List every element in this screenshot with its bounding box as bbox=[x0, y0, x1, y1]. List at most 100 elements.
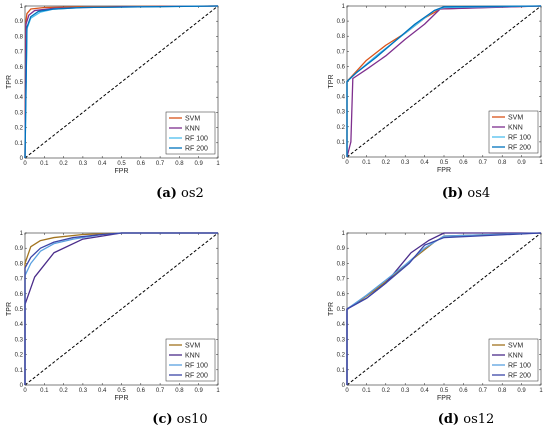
x-tick-label: 0.2 bbox=[59, 161, 68, 167]
legend-label: KNN bbox=[508, 125, 523, 132]
panel-caption: (a) os2 bbox=[156, 186, 204, 201]
y-tick-label: 0.1 bbox=[15, 141, 24, 147]
x-tick-label: 0 bbox=[23, 161, 27, 167]
legend-label: SVM bbox=[185, 343, 200, 350]
x-tick-label: 0.6 bbox=[459, 160, 468, 166]
caption-text: os12 bbox=[459, 412, 494, 427]
y-tick-label: 0.4 bbox=[337, 322, 346, 328]
legend: SVM KNN RF 100 RF 200 bbox=[165, 111, 216, 155]
y-tick-label: 0.9 bbox=[15, 246, 24, 252]
x-tick-label: 0.7 bbox=[156, 161, 165, 167]
x-tick-label: 0.5 bbox=[117, 388, 126, 394]
panel-caption: (d) os12 bbox=[438, 412, 495, 427]
x-tick-label: 0.4 bbox=[98, 388, 107, 394]
y-tick-label: 0.8 bbox=[337, 261, 346, 267]
y-tick-label: 0 bbox=[342, 383, 346, 389]
chart-panel-2: 0 0.1 0.2 0.3 0.4 0.5 0.6 0.7 0.8 0.9 1 0 0.1 0.2 0.3 0… bbox=[6, 231, 220, 427]
y-tick-label: 1 bbox=[342, 231, 346, 237]
legend-box bbox=[165, 111, 216, 155]
y-tick-label: 0.9 bbox=[337, 19, 346, 25]
y-tick-label: 0.6 bbox=[337, 292, 346, 298]
y-tick-label: 0.5 bbox=[15, 307, 24, 313]
y-tick-label: 0.9 bbox=[15, 19, 24, 25]
y-tick-label: 0.3 bbox=[337, 337, 346, 343]
x-axis-label: FPR bbox=[115, 168, 129, 175]
caption-label: (d) bbox=[438, 412, 459, 427]
x-tick-label: 0.8 bbox=[175, 388, 184, 394]
y-tick-label: 0.3 bbox=[337, 110, 346, 116]
caption-text: os2 bbox=[177, 186, 204, 201]
x-tick-label: 0.5 bbox=[440, 388, 449, 394]
x-tick-label: 0 bbox=[23, 388, 27, 394]
series-line-svm bbox=[24, 5, 219, 159]
legend-label: RF 200 bbox=[185, 373, 208, 380]
x-tick-label: 0.5 bbox=[117, 161, 126, 167]
y-axis-label: TPR bbox=[328, 75, 335, 89]
series-line-rf-200 bbox=[24, 232, 218, 385]
legend-label: KNN bbox=[185, 126, 200, 133]
x-tick-label: 0.2 bbox=[382, 160, 391, 166]
y-tick-label: 0.1 bbox=[337, 140, 346, 146]
x-tick-label: 0.9 bbox=[195, 388, 204, 394]
x-tick-label: 0.1 bbox=[362, 388, 371, 394]
legend-label: KNN bbox=[185, 353, 200, 360]
x-axis-label: FPR bbox=[437, 395, 451, 402]
chart-panel-0: 0 0.1 0.2 0.3 0.4 0.5 0.6 0.7 0.8 0.9 1 0 0.1 0.2 0.3 0… bbox=[6, 4, 220, 201]
caption-text: os4 bbox=[463, 186, 490, 201]
y-tick-label: 0.8 bbox=[337, 34, 346, 40]
panel-caption: (c) os10 bbox=[152, 412, 207, 427]
legend-label: SVM bbox=[185, 116, 200, 123]
y-tick-label: 0.3 bbox=[15, 110, 24, 116]
x-tick-label: 0.7 bbox=[479, 388, 488, 394]
legend-box bbox=[488, 110, 539, 154]
series-line-rf-200 bbox=[346, 232, 542, 385]
legend-label: RF 200 bbox=[185, 146, 208, 153]
y-tick-label: 0.1 bbox=[337, 368, 346, 374]
x-tick-label: 0.7 bbox=[479, 160, 488, 166]
y-axis-label: TPR bbox=[328, 302, 335, 316]
y-tick-label: 1 bbox=[342, 4, 346, 10]
chance-diagonal-line bbox=[346, 232, 542, 386]
x-tick-label: 0.7 bbox=[156, 388, 165, 394]
y-tick-label: 0.2 bbox=[337, 125, 346, 131]
x-tick-label: 0.6 bbox=[459, 388, 468, 394]
y-tick-label: 0.5 bbox=[337, 307, 346, 313]
legend: SVM KNN RF 100 RF 200 bbox=[165, 338, 216, 382]
x-tick-label: 0.3 bbox=[79, 388, 88, 394]
y-tick-label: 0.5 bbox=[337, 80, 346, 86]
chance-diagonal-line bbox=[346, 5, 542, 158]
y-tick-label: 1 bbox=[20, 231, 24, 237]
y-tick-label: 0.7 bbox=[337, 49, 346, 55]
legend: SVM KNN RF 100 RF 200 bbox=[488, 338, 539, 382]
y-axis-label: TPR bbox=[6, 75, 13, 89]
y-tick-label: 0.7 bbox=[337, 277, 346, 283]
y-tick-label: 0 bbox=[20, 156, 24, 162]
series-line-rf-200 bbox=[346, 5, 542, 157]
y-tick-label: 0.2 bbox=[15, 126, 24, 132]
y-tick-label: 0.6 bbox=[15, 292, 24, 298]
x-tick-label: 0.6 bbox=[137, 388, 146, 394]
y-tick-label: 0 bbox=[20, 383, 24, 389]
y-tick-label: 0.7 bbox=[15, 50, 24, 56]
chance-diagonal-line bbox=[24, 5, 219, 159]
y-tick-label: 0.2 bbox=[337, 353, 346, 359]
x-tick-label: 0.3 bbox=[401, 388, 410, 394]
y-axis-label: TPR bbox=[6, 302, 13, 316]
x-tick-label: 0.8 bbox=[498, 160, 507, 166]
y-tick-label: 0.7 bbox=[15, 277, 24, 283]
x-tick-label: 0.1 bbox=[40, 161, 49, 167]
caption-label: (a) bbox=[156, 186, 177, 201]
legend: SVM KNN RF 100 RF 200 bbox=[488, 110, 539, 154]
y-tick-label: 0.6 bbox=[15, 65, 24, 71]
x-tick-label: 0.6 bbox=[137, 161, 146, 167]
series-line-knn bbox=[346, 5, 542, 158]
legend-label: RF 200 bbox=[508, 145, 531, 152]
x-tick-label: 0.9 bbox=[517, 388, 526, 394]
legend-box bbox=[165, 338, 216, 382]
legend-label: RF 100 bbox=[508, 135, 531, 142]
legend-box bbox=[488, 338, 539, 382]
x-tick-label: 0.9 bbox=[517, 160, 526, 166]
x-tick-label: 0.2 bbox=[382, 388, 391, 394]
x-tick-label: 0.1 bbox=[362, 160, 371, 166]
y-tick-label: 0.4 bbox=[15, 322, 24, 328]
